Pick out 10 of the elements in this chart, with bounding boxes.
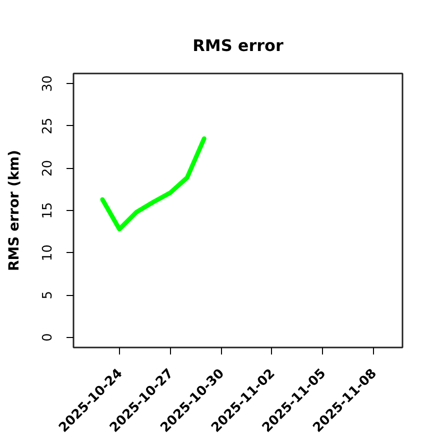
- y-tick-label: 5: [40, 290, 56, 300]
- y-tick-label: 15: [40, 202, 56, 219]
- y-tick-label: 30: [40, 75, 56, 92]
- y-tick-label: 0: [40, 333, 56, 342]
- y-tick-label: 25: [40, 118, 56, 134]
- y-tick-label: 10: [40, 244, 56, 262]
- line-series: [100, 136, 206, 232]
- y-axis-title: RMS error (km): [6, 150, 22, 272]
- y-tick-label: 20: [40, 160, 56, 176]
- chart-title: RMS error: [192, 36, 284, 55]
